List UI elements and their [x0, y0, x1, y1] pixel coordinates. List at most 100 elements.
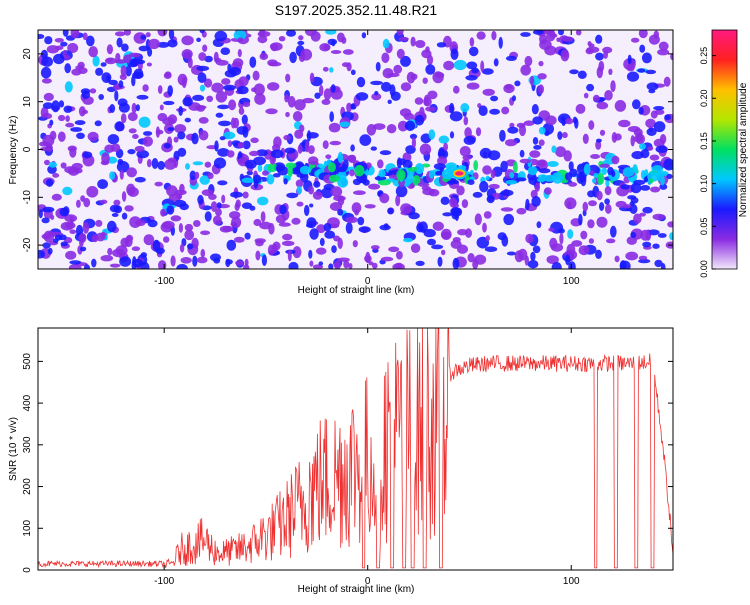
heatmap-cell — [561, 36, 574, 42]
heatmap-cell — [252, 70, 260, 81]
heatmap-cell — [611, 155, 620, 165]
heatmap-cell — [626, 71, 640, 82]
heatmap-cell — [457, 229, 468, 236]
heatmap-cell — [120, 65, 127, 77]
heatmap-cell — [113, 205, 123, 214]
heatmap-cell — [350, 103, 355, 110]
heatmap-cell — [273, 136, 282, 148]
heatmap-cell — [100, 199, 108, 204]
heatmap-cell — [191, 132, 199, 145]
heatmap-cell — [657, 49, 670, 56]
heatmap-cell — [321, 99, 331, 105]
heatmap-cell — [491, 30, 497, 41]
heatmap-cell — [58, 114, 66, 122]
heatmap-cell — [260, 211, 266, 223]
snr-y-tick-label: 0 — [22, 567, 33, 573]
heatmap-cell — [157, 160, 165, 170]
heatmap-cell — [443, 60, 455, 71]
heatmap-cell — [437, 156, 448, 166]
heatmap-cell — [640, 149, 650, 159]
heatmap-cell — [155, 247, 165, 255]
heatmap-cell — [59, 207, 69, 217]
heatmap-cell — [596, 138, 602, 143]
heatmap-cell — [64, 81, 73, 93]
heatmap-cell — [427, 238, 436, 246]
heatmap-cell — [287, 249, 292, 262]
heatmap-cell — [555, 146, 567, 158]
heatmap-cell — [51, 193, 62, 201]
heatmap-cell — [86, 186, 99, 198]
heatmap-cell — [288, 261, 299, 269]
heatmap-cell — [101, 72, 112, 83]
heatmap-cell — [277, 166, 289, 176]
heatmap-cell — [292, 246, 302, 259]
heatmap-cell — [654, 259, 663, 268]
heatmap-cell — [116, 37, 123, 48]
heatmap-cell — [64, 166, 77, 174]
heatmap-cell — [441, 168, 455, 180]
heatmap-cell — [184, 117, 191, 123]
heatmap-cell — [393, 64, 403, 74]
heatmap-cell — [291, 168, 301, 175]
heatmap-cell — [98, 94, 104, 100]
heatmap-cell — [461, 199, 469, 209]
heatmap-cell — [383, 223, 389, 229]
heatmap-cell — [65, 122, 75, 128]
heatmap-cell — [233, 236, 245, 243]
heatmap-cell — [270, 43, 279, 52]
heatmap-cell — [538, 84, 544, 94]
heatmap-cell — [428, 170, 434, 179]
heatmap-cell — [489, 108, 500, 115]
heatmap-cell — [136, 150, 149, 159]
heatmap-cell — [568, 261, 576, 269]
heatmap-cell — [249, 150, 259, 157]
heatmap-cell — [204, 211, 212, 222]
heatmap-cell — [415, 260, 425, 266]
heatmap-cell — [222, 225, 234, 232]
heatmap-cell — [86, 35, 95, 47]
heatmap-cell — [82, 221, 90, 234]
heatmap-cell — [630, 232, 637, 238]
heatmap-cell — [286, 30, 296, 37]
heatmap-cell — [128, 128, 137, 134]
heatmap-cell — [319, 237, 325, 247]
heatmap-cell — [370, 80, 383, 86]
heatmap-cell — [163, 236, 170, 243]
heatmap-cell — [409, 133, 418, 140]
heatmap-cell — [520, 64, 531, 76]
heatmap-cell — [100, 62, 107, 67]
heatmap-cell — [519, 158, 531, 164]
heatmap-cell — [599, 163, 610, 169]
heatmap-cell — [557, 131, 563, 140]
heatmap-cell — [157, 113, 168, 122]
heatmap-cell — [588, 120, 595, 130]
heatmap-cell — [100, 255, 114, 262]
heatmap-cell — [60, 41, 68, 47]
heatmap-cell — [313, 181, 321, 188]
heatmap-cell — [397, 120, 409, 132]
heatmap-cell — [447, 180, 455, 185]
heatmap-cell — [120, 113, 127, 124]
heatmap-cell — [649, 154, 660, 161]
heatmap-cell — [146, 62, 152, 67]
colorbar-tick-label: 0.05 — [699, 218, 709, 236]
heatmap-cell — [128, 52, 141, 58]
heatmap-cell — [142, 84, 149, 92]
heatmap-cell — [145, 32, 151, 38]
heatmap-cell — [267, 82, 280, 91]
colorbar-label: Normalized spectral amplitude — [738, 82, 749, 217]
heatmap-cell — [278, 36, 286, 42]
heatmap-cell — [466, 82, 480, 90]
heatmap-cell — [109, 263, 121, 268]
heatmap-cell — [309, 260, 314, 267]
heatmap-cell — [199, 175, 210, 185]
heatmap-cell — [65, 222, 76, 229]
heatmap-cell — [530, 251, 536, 261]
heatmap-cell — [218, 120, 232, 127]
heatmap-cell — [107, 247, 113, 256]
heatmap-cell — [387, 207, 394, 215]
heatmap-cell — [395, 262, 402, 269]
heatmap-cell — [202, 44, 208, 52]
heatmap-cell — [582, 201, 589, 212]
